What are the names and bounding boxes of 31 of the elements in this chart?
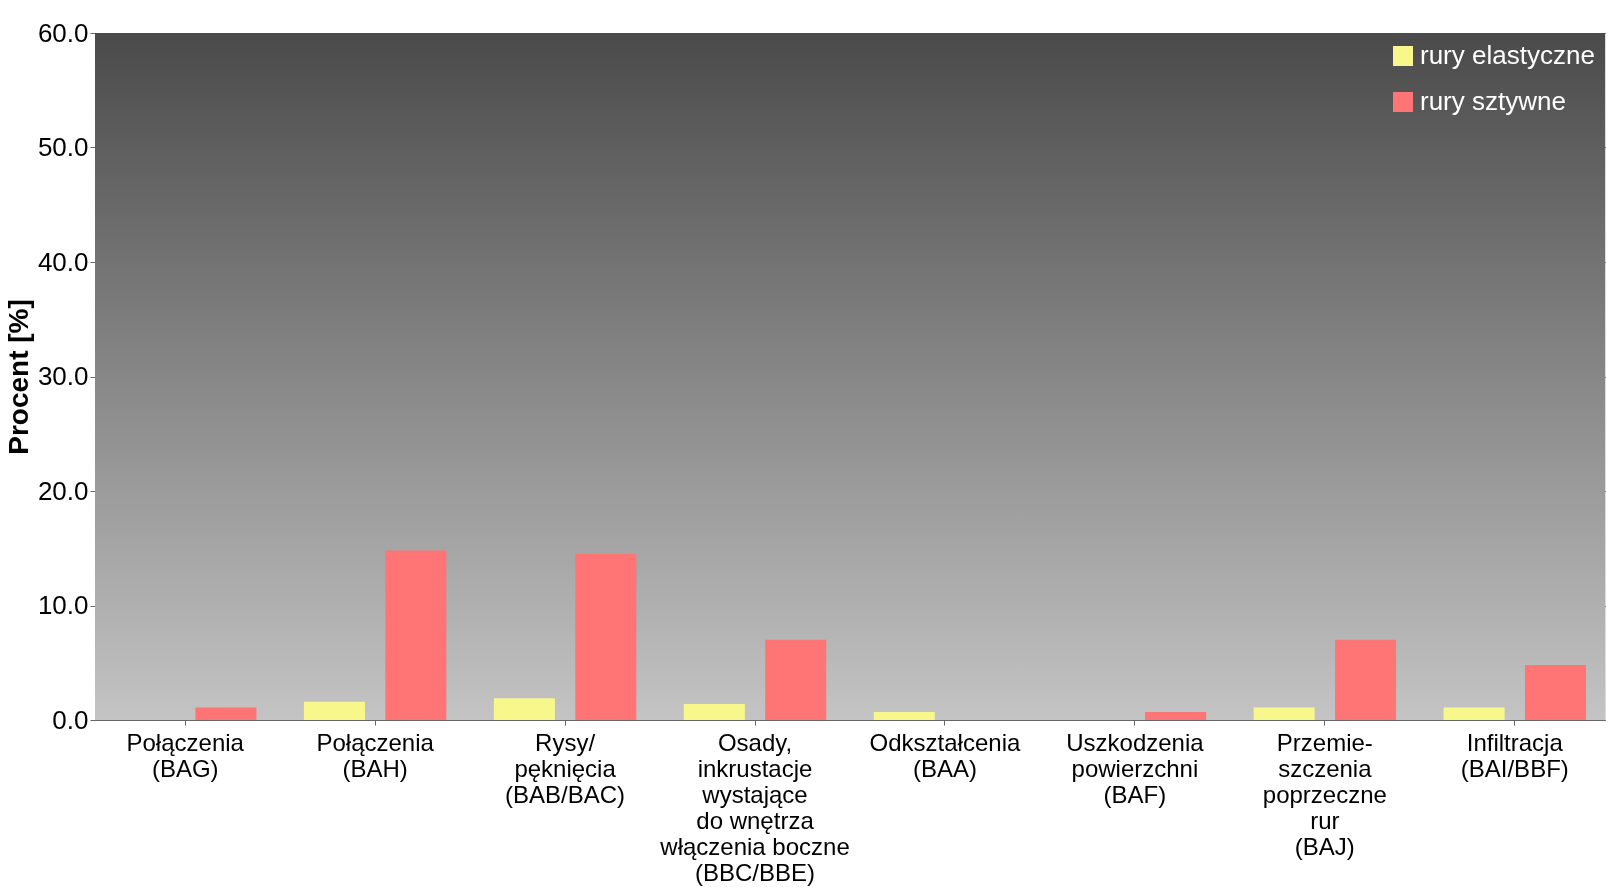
x-tick-label: Osady, inkrustacje wystające do wnętrza włączenia boczne (BBC/BBE): [659, 728, 850, 886]
y-tick-label: 20.0: [37, 475, 89, 506]
bar: [575, 553, 637, 720]
y-axis-title: Procent [%]: [2, 299, 34, 455]
bar: [765, 639, 827, 720]
bar: [493, 698, 555, 720]
bar: [1335, 639, 1397, 720]
bar: [1443, 707, 1505, 720]
y-tick-label: 10.0: [37, 590, 89, 620]
bar: [1524, 665, 1587, 720]
y-tick-label: 60.0: [37, 17, 89, 48]
x-tick-label: Odkształcenia (BAA): [869, 728, 1021, 782]
x-tick-label: Połączenia (BAH): [316, 728, 435, 782]
y-tick-label: 30.0: [37, 361, 89, 391]
y-tick-label: 40.0: [37, 246, 89, 277]
x-tick-label: Rysy/ pęknięcia (BAB/BAC): [505, 728, 626, 808]
y-tick-label: 50.0: [37, 132, 89, 162]
bar: [195, 707, 257, 720]
bar: [873, 711, 935, 720]
bar: [1145, 711, 1207, 720]
bar: [683, 703, 745, 720]
legend-label: rury elastyczne: [1420, 40, 1595, 70]
bar: [303, 701, 365, 720]
bar: [385, 550, 447, 720]
x-tick-label: Uszkodzenia powierzchni (BAF): [1066, 728, 1205, 808]
x-tick-label: Infiltracja (BAI/BBF): [1460, 728, 1569, 782]
bar: [1253, 707, 1315, 720]
x-tick-label: Przemie- szczenia poprzeczne rur (BAJ): [1262, 728, 1387, 860]
legend-label: rury sztywne: [1420, 86, 1566, 116]
x-tick-label: Połączenia (BAG): [126, 728, 245, 782]
y-tick-label: 0.0: [52, 704, 89, 735]
